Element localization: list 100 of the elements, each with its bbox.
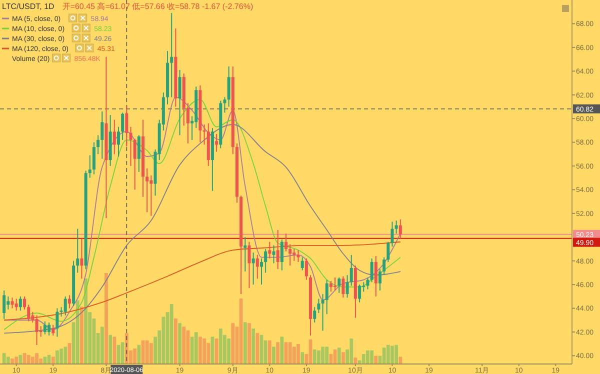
bar <box>325 346 329 364</box>
candlestick <box>178 69 182 136</box>
bar <box>390 346 394 364</box>
candlestick <box>252 252 255 286</box>
candlestick <box>43 320 46 335</box>
candlestick <box>96 134 100 155</box>
bar <box>124 333 128 364</box>
bar <box>43 356 47 364</box>
candlestick <box>276 230 280 270</box>
bar <box>362 354 366 364</box>
candlestick <box>304 258 308 280</box>
bar <box>288 342 292 364</box>
bar <box>312 349 316 364</box>
candlestick <box>256 254 259 280</box>
bar <box>64 346 68 364</box>
candlestick <box>14 298 18 312</box>
bar <box>239 298 243 364</box>
candlestick <box>329 280 332 292</box>
bar <box>370 350 374 364</box>
candlestick <box>121 112 124 140</box>
candlestick <box>342 276 345 298</box>
candlestick <box>215 133 218 152</box>
candlestick <box>386 241 390 263</box>
candlestick <box>394 220 398 234</box>
bar <box>321 346 324 364</box>
bar <box>112 336 116 364</box>
candlestick <box>350 254 353 286</box>
bar <box>243 322 247 364</box>
candlestick <box>116 126 120 158</box>
candlestick <box>2 290 6 320</box>
bar <box>276 342 280 364</box>
bar <box>329 354 333 364</box>
line-series <box>4 241 401 321</box>
chart-subtitle: 开=60.45 高=61.07 低=57.66 收=58.78 -1.67 (-2.76%) <box>62 2 254 11</box>
bar <box>145 340 149 364</box>
candlestick <box>292 248 296 262</box>
candlestick <box>10 297 14 309</box>
candlestick <box>288 244 292 266</box>
candlestick <box>137 134 140 172</box>
bar <box>120 342 124 364</box>
candlestick <box>27 304 30 322</box>
bar <box>56 350 59 364</box>
candlestick <box>129 126 132 166</box>
bar <box>174 318 178 364</box>
candlestick <box>133 138 136 190</box>
bar <box>6 356 10 364</box>
bar <box>227 338 230 364</box>
bar <box>252 328 256 364</box>
candlestick <box>272 244 276 264</box>
bar <box>231 323 235 364</box>
candlestick <box>76 228 80 274</box>
candlestick <box>112 119 116 155</box>
bar <box>280 336 284 364</box>
bar <box>76 300 80 364</box>
bar <box>272 346 276 364</box>
candlestick <box>300 256 304 271</box>
candlestick <box>390 221 394 248</box>
candlestick <box>80 238 84 280</box>
bar <box>26 354 30 364</box>
candlestick <box>150 174 153 216</box>
bar <box>248 323 251 364</box>
bar <box>350 338 354 364</box>
candlestick <box>374 256 378 297</box>
bar <box>30 356 34 364</box>
candlestick <box>280 239 284 271</box>
bar <box>133 348 137 364</box>
candlestick <box>223 96 226 114</box>
candlestick <box>170 12 174 98</box>
candlestick <box>64 296 67 316</box>
candlestick <box>334 276 337 291</box>
candlestick <box>325 279 328 315</box>
bar <box>198 336 202 364</box>
bar <box>178 323 182 364</box>
bar <box>186 330 190 364</box>
bar <box>386 344 390 364</box>
bar <box>60 348 63 364</box>
candlestick <box>370 258 374 283</box>
bar <box>100 326 104 364</box>
candlestick <box>317 298 320 314</box>
bar <box>137 344 141 364</box>
candlestick <box>186 102 190 144</box>
bar <box>170 304 174 364</box>
candlestick <box>100 110 104 160</box>
candlestick <box>260 258 263 286</box>
candlestick <box>48 322 51 336</box>
candlestick <box>92 142 96 175</box>
bar <box>2 353 6 364</box>
bar <box>374 356 378 364</box>
bar <box>218 328 222 364</box>
bar <box>342 352 345 364</box>
bar <box>394 344 398 364</box>
candlestick <box>227 66 230 108</box>
bar <box>398 356 402 364</box>
candlestick <box>35 314 38 346</box>
candlestick <box>6 296 10 310</box>
candlestick <box>268 241 272 259</box>
candlestick <box>248 241 251 289</box>
bar <box>14 356 18 364</box>
candlestick <box>68 294 71 309</box>
candlestick <box>264 248 268 274</box>
